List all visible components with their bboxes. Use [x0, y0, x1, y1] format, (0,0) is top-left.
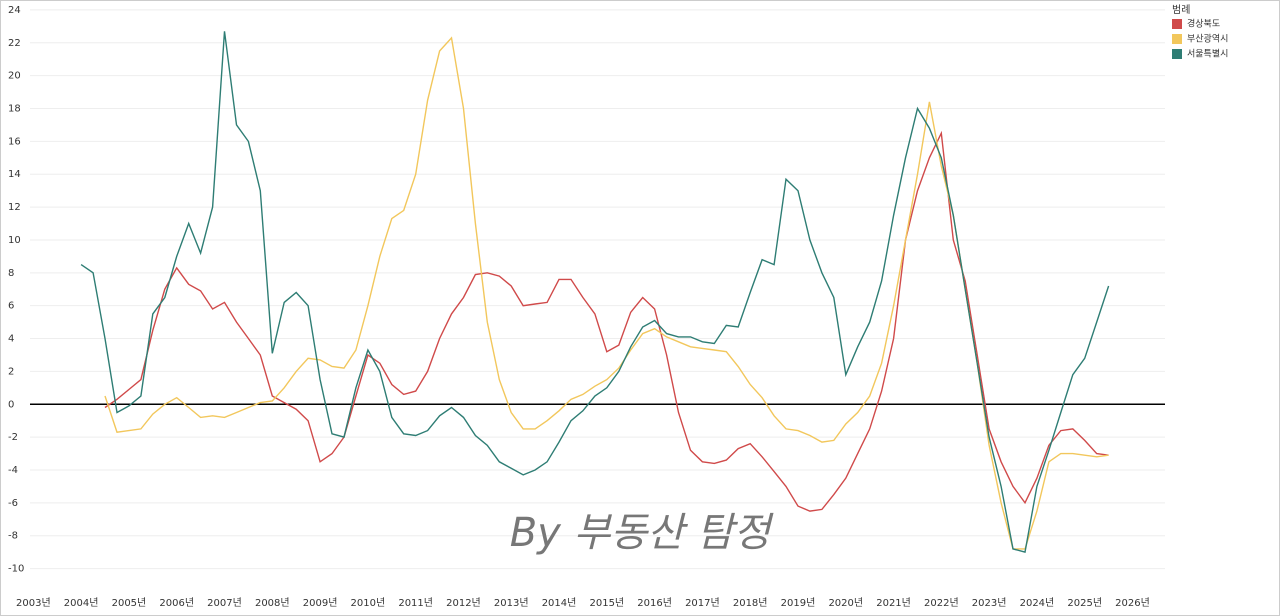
x-tick-label: 2011년: [398, 597, 433, 609]
x-tick-label: 2008년: [255, 597, 290, 609]
x-tick-label: 2012년: [446, 597, 481, 609]
x-tick-label: 2003년: [16, 597, 51, 609]
series-line: [104, 130, 1109, 512]
y-tick-label: -2: [8, 432, 18, 443]
y-tick-label: -10: [8, 564, 24, 575]
x-tick-label: 2009년: [303, 597, 338, 609]
y-tick-label: -8: [8, 531, 18, 542]
y-tick-label: 8: [8, 268, 14, 279]
x-tick-label: 2015년: [589, 597, 624, 609]
x-tick-label: 2013년: [494, 597, 529, 609]
x-tick-label: 2021년: [876, 597, 911, 609]
x-tick-label: 2007년: [207, 597, 242, 609]
x-tick-label: 2020년: [828, 597, 863, 609]
x-tick-label: 2023년: [972, 597, 1007, 609]
y-tick-label: 6: [8, 301, 14, 312]
legend-swatch: [1172, 49, 1182, 59]
x-tick-label: 2016년: [637, 597, 672, 609]
legend-swatch: [1172, 19, 1182, 29]
x-tick-label: 2025년: [1067, 597, 1102, 609]
x-tick-label: 2014년: [542, 597, 577, 609]
y-tick-label: 2: [8, 366, 14, 377]
x-tick-label: 2022년: [924, 597, 959, 609]
y-tick-label: -4: [8, 465, 18, 476]
y-tick-label: 22: [8, 38, 21, 49]
y-tick-label: 24: [8, 5, 21, 16]
x-tick-label: 2010년: [351, 597, 386, 609]
x-tick-label: 2006년: [159, 597, 194, 609]
y-tick-label: 0: [8, 399, 14, 410]
legend-label: 서울특별시: [1187, 49, 1228, 60]
watermark: By 부동산 탐정: [510, 510, 775, 556]
y-tick-label: 14: [8, 169, 21, 180]
grid: [30, 9, 1165, 570]
x-tick-label: 2026년: [1115, 597, 1150, 609]
x-tick-label: 2019년: [781, 597, 816, 609]
y-tick-label: 20: [8, 71, 21, 82]
y-tick-label: 16: [8, 136, 21, 147]
y-tick-label: 4: [8, 334, 14, 345]
x-tick-label: 2018년: [733, 597, 768, 609]
x-tick-label: 2004년: [64, 597, 99, 609]
x-tick-label: 2005년: [112, 597, 147, 609]
legend-label: 경상북도: [1187, 18, 1220, 30]
y-tick-label: 18: [8, 104, 21, 115]
series-line: [80, 31, 1110, 553]
x-tick-label: 2024년: [1020, 597, 1055, 609]
lines: [80, 31, 1110, 553]
series-line: [104, 36, 1109, 550]
legend-swatch: [1172, 34, 1182, 44]
legend-label: 부산광역시: [1187, 33, 1228, 45]
legend-title: 범례: [1172, 4, 1190, 16]
y-tick-label: 10: [8, 235, 21, 246]
x-tick-label: 2017년: [685, 597, 720, 609]
y-tick-label: 12: [8, 202, 21, 213]
y-tick-label: -6: [8, 498, 18, 509]
